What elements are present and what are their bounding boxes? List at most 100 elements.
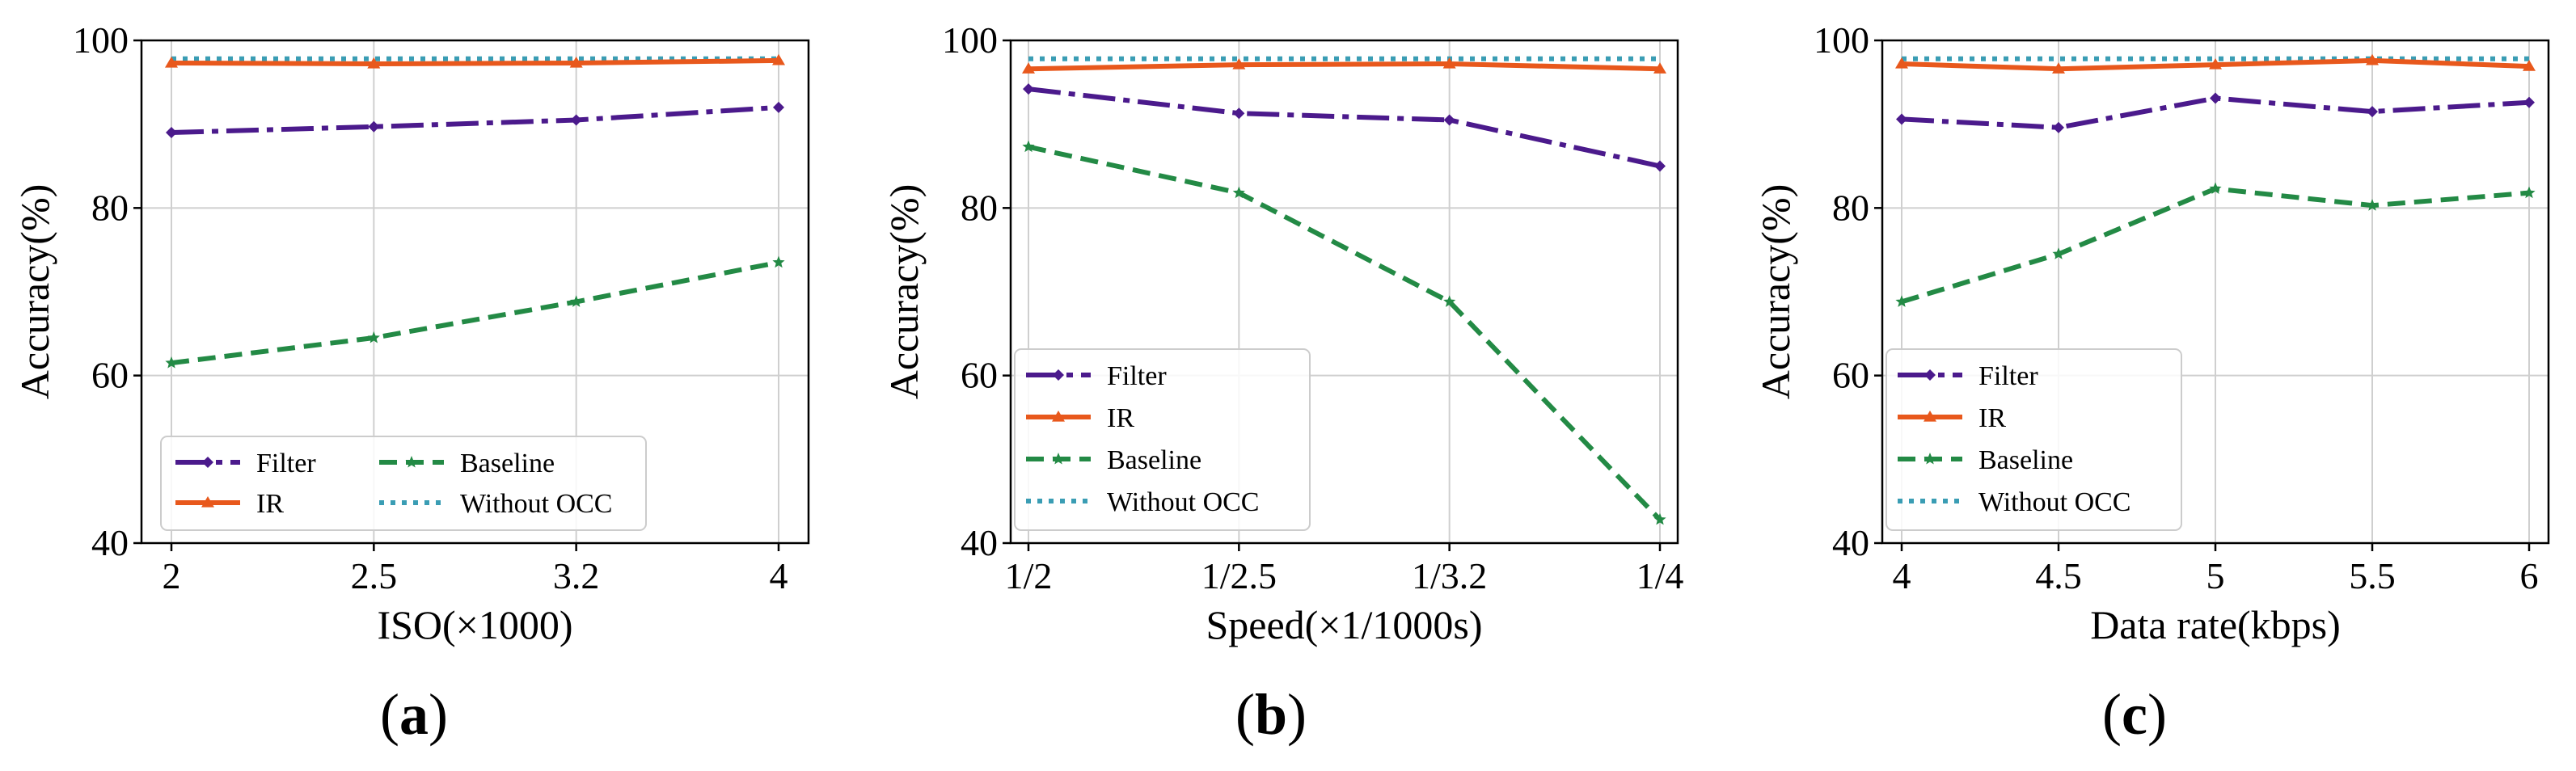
series-baseline bbox=[165, 255, 785, 369]
x-tick-label: 1/4 bbox=[1636, 555, 1684, 596]
data-point bbox=[570, 295, 583, 307]
panel-caption: (a) bbox=[380, 682, 448, 747]
legend-label: Without OCC bbox=[1107, 487, 1259, 517]
series-line bbox=[171, 57, 779, 66]
panel-b: 40 60 80 100 1/2 1/2.5 1/3.2 1/4 Speed(×1/1000s)… bbox=[881, 19, 1683, 747]
legend-label: IR bbox=[256, 489, 284, 519]
legend-item-filter: Filter bbox=[1898, 361, 2038, 391]
data-point bbox=[1023, 83, 1034, 95]
data-point bbox=[1232, 186, 1245, 199]
legend-label: Filter bbox=[1978, 361, 2038, 391]
series-line bbox=[1028, 61, 1661, 72]
series-filter bbox=[166, 101, 784, 139]
plot-frame bbox=[1009, 39, 1679, 545]
legend-marker bbox=[1924, 411, 1936, 422]
data-point bbox=[2523, 186, 2536, 199]
data-point bbox=[772, 255, 785, 268]
x-axis-title: Speed(×1/1000s) bbox=[1206, 602, 1482, 647]
legend-label: IR bbox=[1978, 403, 2006, 433]
series-ir bbox=[1022, 57, 1666, 74]
panel-a: 40 60 80 100 2 2.5 3.2 4 ISO(×1000) Accuracy(%) Fi… bbox=[12, 19, 810, 747]
x-tick-label: 4 bbox=[770, 555, 788, 596]
legend-frame bbox=[160, 436, 647, 531]
x-tick-label: 4.5 bbox=[2035, 555, 2082, 596]
legend-item-filter: Filter bbox=[175, 449, 316, 478]
y-tick-label: 60 bbox=[1832, 355, 1869, 396]
legend-item-without-occ: Without OCC bbox=[1026, 487, 1259, 517]
data-point bbox=[367, 57, 381, 69]
data-point bbox=[2052, 62, 2065, 74]
series-line bbox=[1028, 144, 1662, 522]
plot-frame bbox=[140, 39, 810, 545]
x-tick-label: 3.2 bbox=[553, 555, 600, 596]
data-point bbox=[2053, 121, 2064, 133]
legend-label: Baseline bbox=[1978, 445, 2073, 475]
data-point bbox=[2366, 199, 2379, 211]
y-tick-label: 60 bbox=[961, 355, 998, 396]
data-point bbox=[1653, 513, 1666, 525]
panel-caption: (b) bbox=[1235, 682, 1307, 747]
data-point bbox=[1022, 140, 1035, 153]
legend-item-without-occ: Without OCC bbox=[379, 489, 612, 519]
y-tick-label: 60 bbox=[91, 355, 129, 396]
data-point bbox=[570, 114, 582, 126]
data-point bbox=[2052, 247, 2065, 259]
data-point bbox=[166, 127, 177, 139]
legend-label: Baseline bbox=[460, 449, 555, 478]
legend-item-baseline: Baseline bbox=[1898, 445, 2073, 475]
data-point bbox=[1233, 107, 1245, 120]
data-point bbox=[1443, 114, 1455, 126]
x-tick-label: 1/2 bbox=[1005, 555, 1053, 596]
y-tick-label: 40 bbox=[1832, 522, 1869, 563]
data-point bbox=[2523, 60, 2536, 71]
data-point bbox=[1232, 58, 1246, 70]
y-axis-title: Accuracy(%) bbox=[881, 184, 927, 399]
data-point bbox=[1896, 113, 1907, 125]
legend-item-without-occ: Without OCC bbox=[1898, 487, 2130, 517]
data-point bbox=[1895, 57, 1908, 69]
y-tick-label: 80 bbox=[961, 187, 998, 228]
legend-item-baseline: Baseline bbox=[379, 449, 555, 478]
y-tick-label: 80 bbox=[1832, 187, 1869, 228]
legend-label: Filter bbox=[1107, 361, 1167, 391]
data-point bbox=[2209, 182, 2222, 194]
legend-marker bbox=[1053, 369, 1064, 381]
legend-label: Baseline bbox=[1107, 445, 1201, 475]
data-point bbox=[772, 53, 785, 65]
series-ir bbox=[165, 53, 785, 69]
y-axis-title: Accuracy(%) bbox=[1753, 184, 1798, 399]
series-filter bbox=[1023, 83, 1666, 172]
series-ir bbox=[1895, 53, 2536, 74]
legend-label: Without OCC bbox=[460, 489, 612, 519]
legend-item-filter: Filter bbox=[1026, 361, 1167, 391]
data-point bbox=[1895, 295, 1908, 307]
data-point bbox=[367, 331, 380, 343]
legend-item-ir: IR bbox=[1898, 403, 2006, 433]
y-tick-label: 100 bbox=[1814, 19, 1869, 61]
panel-caption: (c) bbox=[2102, 682, 2167, 747]
data-point bbox=[2523, 96, 2535, 108]
legend-item-ir: IR bbox=[175, 489, 284, 519]
x-tick-label: 1/3.2 bbox=[1412, 555, 1487, 596]
y-axis-title: Accuracy(%) bbox=[12, 184, 57, 399]
legend-marker bbox=[405, 456, 418, 468]
series-line bbox=[1028, 86, 1661, 169]
data-point bbox=[1442, 57, 1456, 69]
x-tick-label: 5 bbox=[2206, 555, 2225, 596]
y-tick-label: 80 bbox=[91, 187, 129, 228]
x-tick-label: 5.5 bbox=[2349, 555, 2396, 596]
series-line bbox=[171, 104, 779, 135]
data-point bbox=[773, 101, 784, 113]
data-point bbox=[1654, 160, 1666, 172]
legend: Filter IR Baseline Without OCC bbox=[160, 436, 647, 531]
legend-marker bbox=[1052, 453, 1065, 465]
x-tick-label: 6 bbox=[2520, 555, 2539, 596]
data-point bbox=[2210, 92, 2221, 104]
y-tick-label: 100 bbox=[73, 19, 129, 61]
panel-caption-letter: a bbox=[399, 682, 429, 747]
legend-item-ir: IR bbox=[1026, 403, 1134, 433]
legend-marker bbox=[202, 457, 213, 468]
x-axis-title: Data rate(kbps) bbox=[2090, 602, 2341, 647]
data-point bbox=[2366, 53, 2379, 65]
